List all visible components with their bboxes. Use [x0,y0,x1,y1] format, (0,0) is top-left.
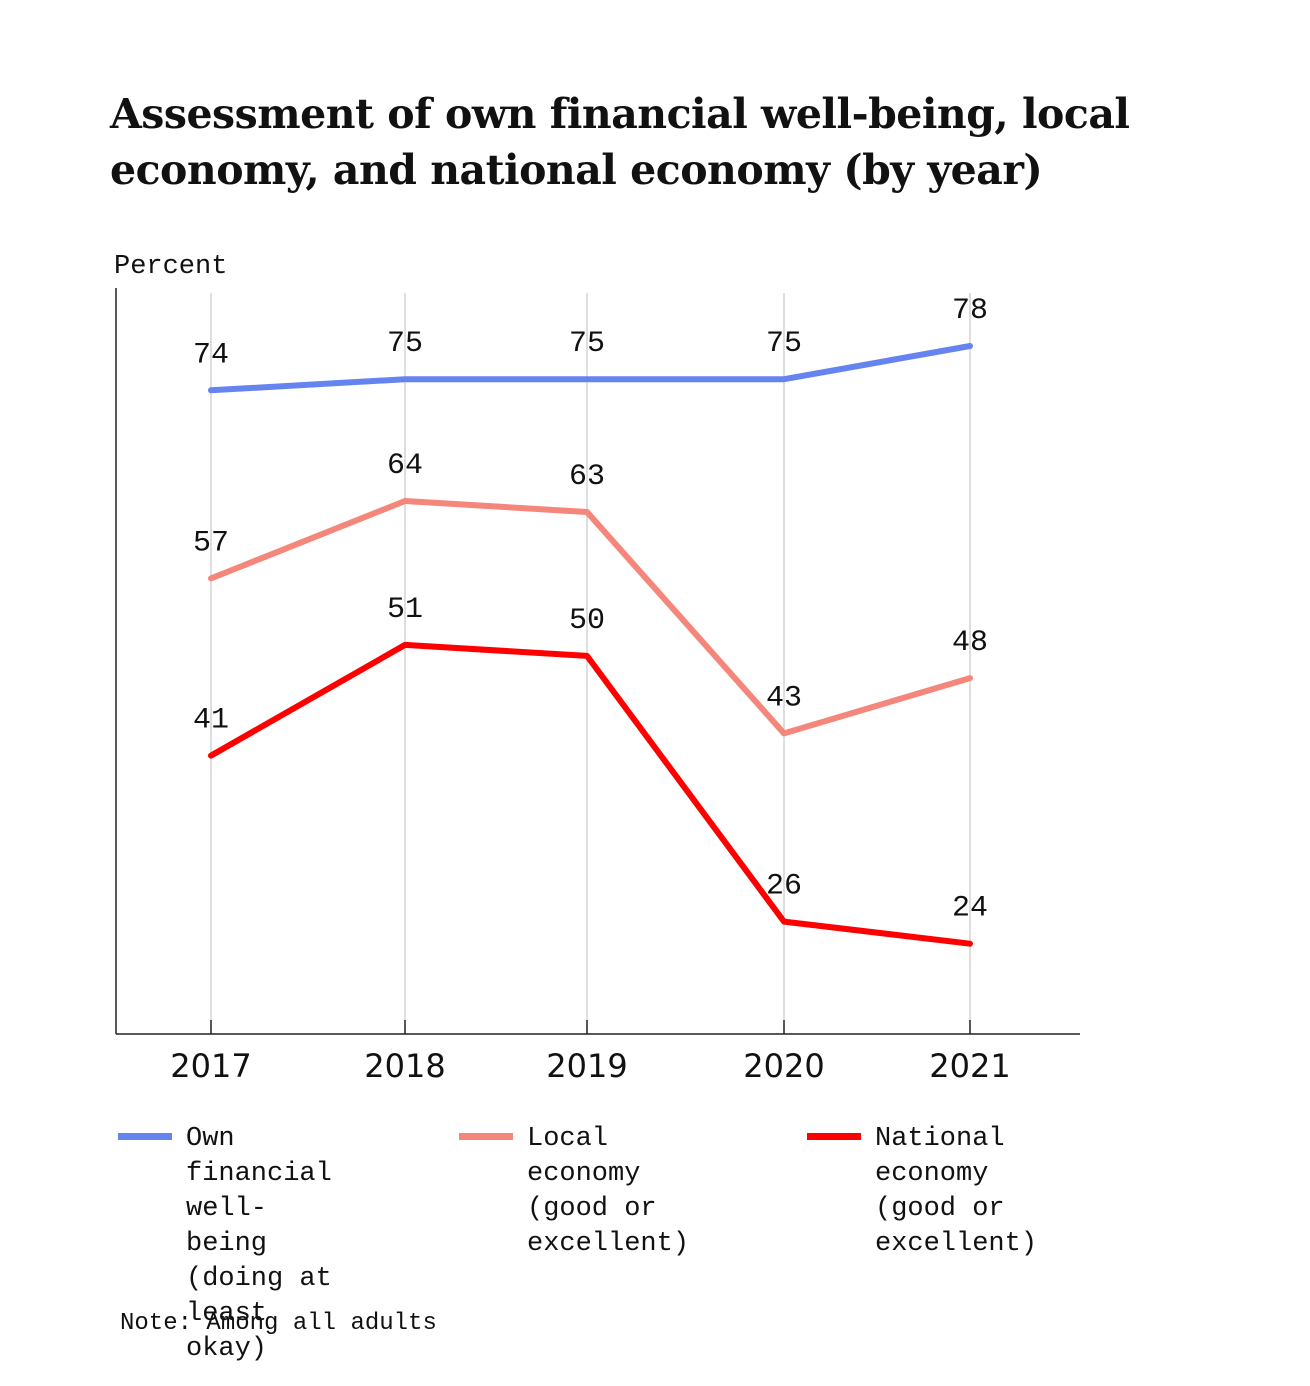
x-tick-label-2019: 2019 [546,1047,627,1085]
data-label-own-financial-2017: 74 [193,338,229,372]
legend-label-local-economy: Local economy (good or excellent) [527,1124,690,1259]
data-label-own-financial-2019: 75 [569,327,605,361]
x-tick-label-2017: 2017 [170,1047,251,1085]
legend-swatch-local-economy [459,1133,513,1140]
chart-note: Note: Among all adults [120,1310,437,1337]
legend-label-own-financial: Own financial well-being (doing at least… [186,1124,332,1364]
data-label-local-economy-2021: 48 [952,626,988,660]
chart-title: Assessment of own financial well-being, … [110,90,1130,194]
line-chart: Percent 2017 2018 2019 2020 2021 74 75 75 75 78 5… [114,252,1080,1085]
y-axis-label: Percent [114,252,227,282]
data-label-local-economy-2019: 63 [569,460,605,494]
series-line-national-economy [208,641,973,947]
data-label-own-financial-2021: 78 [952,294,988,328]
data-label-national-economy-2018: 51 [387,593,423,627]
legend-label-national-economy: National economy (good or excellent) [875,1124,1038,1259]
series-line-local-economy [208,498,973,737]
data-label-national-economy-2020: 26 [766,870,802,904]
data-label-local-economy-2017: 57 [193,526,229,560]
data-label-local-economy-2018: 64 [387,449,423,483]
x-tick-label-2018: 2018 [364,1047,445,1085]
data-label-own-financial-2020: 75 [766,327,802,361]
legend-swatch-own-financial [118,1133,172,1140]
data-label-national-economy-2017: 41 [193,704,229,738]
data-label-local-economy-2020: 43 [766,681,802,715]
series-line-own-financial [208,343,973,394]
x-tick-label-2020: 2020 [743,1047,824,1085]
x-tick-label-2021: 2021 [929,1047,1010,1085]
legend-swatch-national-economy [807,1133,861,1140]
data-label-national-economy-2019: 50 [569,604,605,638]
data-label-own-financial-2018: 75 [387,327,423,361]
data-label-national-economy-2021: 24 [952,892,988,926]
